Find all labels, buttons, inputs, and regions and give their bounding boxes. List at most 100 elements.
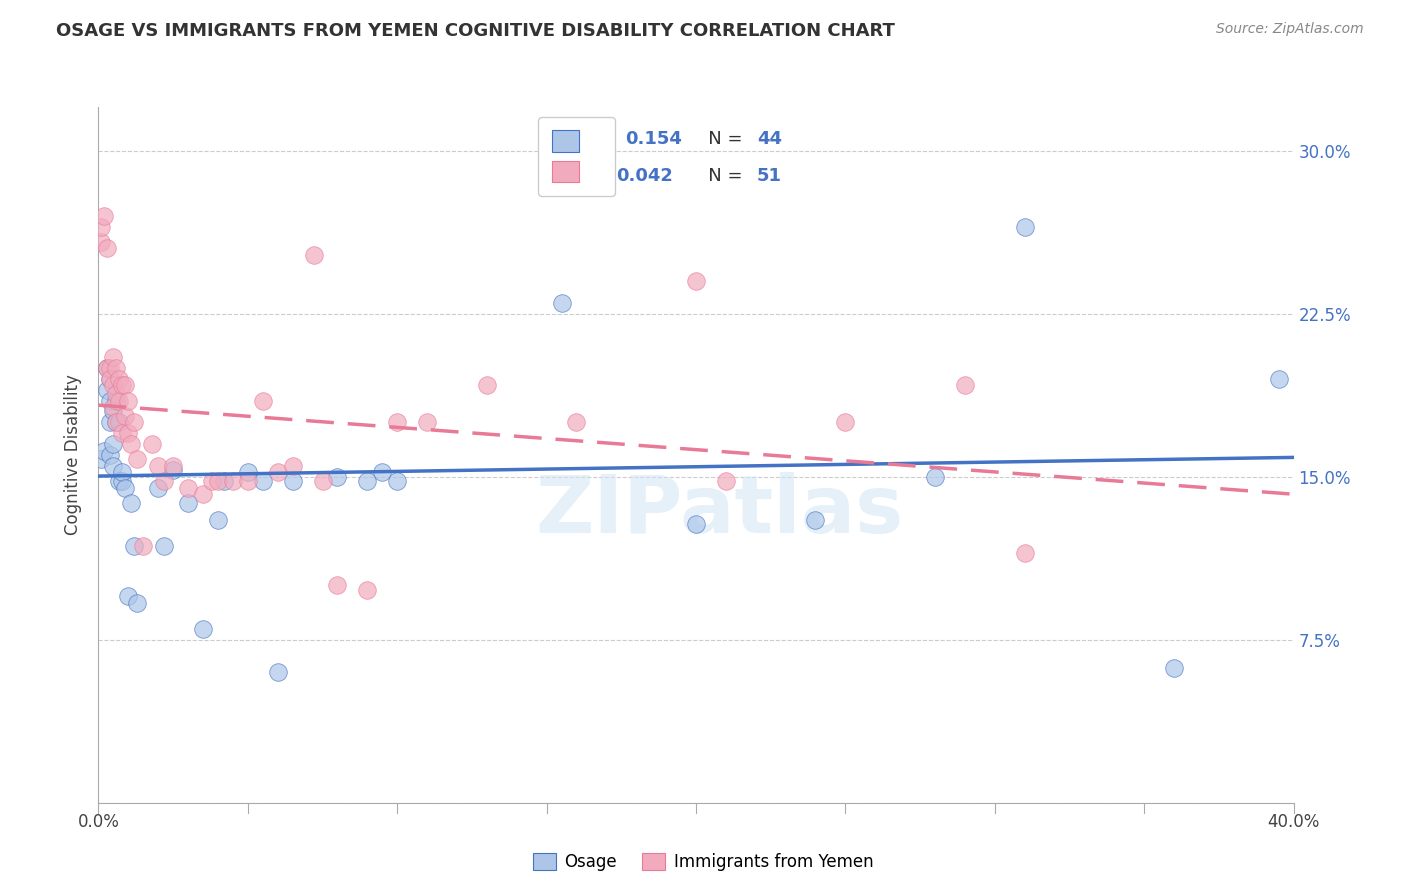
Point — [252, 393, 274, 408]
Text: Source: ZipAtlas.com: Source: ZipAtlas.com — [1216, 22, 1364, 37]
Point — [127, 596, 149, 610]
Point — [103, 404, 125, 418]
Point — [108, 415, 131, 429]
Point — [108, 474, 131, 488]
Point — [207, 513, 229, 527]
Point — [1014, 219, 1036, 234]
Point — [804, 513, 827, 527]
Legend: Osage, Immigrants from Yemen: Osage, Immigrants from Yemen — [524, 845, 882, 880]
Point — [326, 578, 349, 592]
Point — [103, 350, 125, 364]
Point — [100, 393, 122, 408]
Point — [191, 622, 214, 636]
Point — [685, 517, 707, 532]
Text: R =: R = — [560, 130, 605, 148]
Point — [117, 589, 139, 603]
Point — [162, 463, 184, 477]
Point — [153, 474, 176, 488]
Point — [201, 474, 224, 488]
Text: 51: 51 — [756, 168, 782, 186]
Point — [302, 248, 325, 262]
Point — [953, 378, 976, 392]
Point — [267, 466, 290, 480]
Point — [714, 474, 737, 488]
Point — [565, 415, 588, 429]
Point — [103, 437, 125, 451]
Point — [326, 469, 349, 483]
Point — [103, 378, 125, 392]
Text: N =: N = — [692, 130, 748, 148]
Point — [96, 360, 118, 375]
Point — [222, 474, 245, 488]
Point — [148, 481, 170, 495]
Text: 0.042: 0.042 — [616, 168, 672, 186]
Point — [385, 415, 409, 429]
Point — [127, 452, 149, 467]
Point — [120, 437, 142, 451]
Point — [153, 539, 176, 553]
Point — [93, 209, 115, 223]
Point — [105, 393, 128, 408]
Point — [1163, 661, 1185, 675]
Point — [1014, 546, 1036, 560]
Point — [96, 360, 118, 375]
Point — [834, 415, 856, 429]
Point — [96, 383, 118, 397]
Point — [103, 458, 125, 473]
Point — [105, 360, 128, 375]
Text: 44: 44 — [756, 130, 782, 148]
Point — [685, 274, 707, 288]
Text: 0.154: 0.154 — [626, 130, 682, 148]
Point — [177, 496, 200, 510]
Point — [93, 443, 115, 458]
Point — [100, 372, 122, 386]
Point — [100, 448, 122, 462]
Text: N =: N = — [692, 168, 748, 186]
Point — [212, 474, 235, 488]
Text: R =: R = — [560, 168, 599, 186]
Point — [100, 360, 122, 375]
Point — [105, 387, 128, 401]
Point — [124, 539, 146, 553]
Point — [281, 474, 304, 488]
Point — [120, 496, 142, 510]
Point — [177, 481, 200, 495]
Point — [117, 393, 139, 408]
Point — [105, 415, 128, 429]
Point — [207, 474, 229, 488]
Point — [148, 458, 170, 473]
Point — [141, 437, 163, 451]
Point — [114, 481, 136, 495]
Point — [1267, 372, 1289, 386]
Point — [105, 415, 128, 429]
Point — [356, 474, 378, 488]
Point — [100, 372, 122, 386]
Point — [416, 415, 439, 429]
Point — [117, 426, 139, 441]
Text: ZIPatlas: ZIPatlas — [536, 472, 904, 549]
Point — [103, 400, 125, 414]
Point — [356, 582, 378, 597]
Point — [111, 426, 134, 441]
Point — [475, 378, 498, 392]
Point — [111, 474, 134, 488]
Point — [267, 665, 290, 680]
Point — [281, 458, 304, 473]
Point — [124, 415, 146, 429]
Y-axis label: Cognitive Disability: Cognitive Disability — [65, 375, 83, 535]
Point — [236, 466, 259, 480]
Point — [90, 452, 112, 467]
Point — [924, 469, 946, 483]
Point — [385, 474, 409, 488]
Point — [108, 372, 131, 386]
Point — [162, 458, 184, 473]
Legend:  ,  : , — [538, 117, 614, 196]
Point — [96, 241, 118, 255]
Point — [236, 474, 259, 488]
Point — [132, 539, 155, 553]
Point — [371, 466, 394, 480]
Point — [252, 474, 274, 488]
Point — [111, 466, 134, 480]
Point — [550, 295, 572, 310]
Point — [191, 487, 214, 501]
